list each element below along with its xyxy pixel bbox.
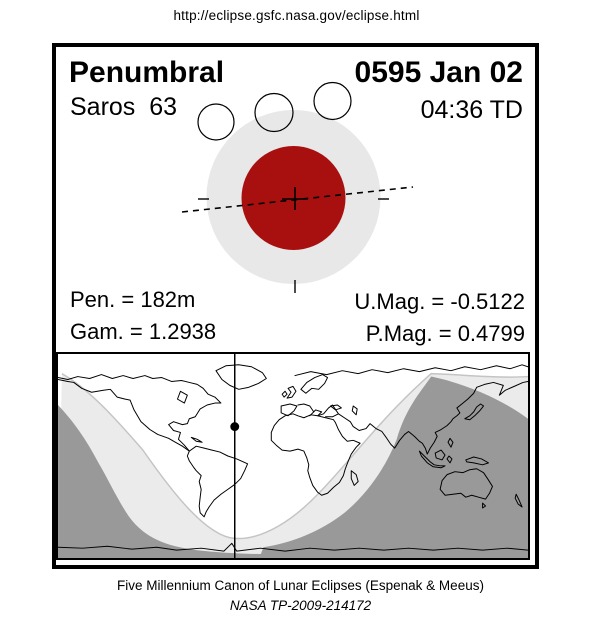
shadow-axis-crosshair: [282, 187, 308, 210]
figure-frame: Penumbral 0595 Jan 02 Saros 63 04:36 TD …: [52, 43, 539, 569]
penumbral-magnitude-stat: P.Mag. = 0.4799: [365, 321, 525, 346]
south-america: [186, 445, 249, 518]
new-zealand: [514, 493, 523, 508]
saros-label: Saros 63: [70, 93, 178, 121]
nasa-report-number: NASA TP-2009-214172: [229, 598, 372, 613]
moon-position-circle: [254, 92, 294, 133]
asia-arctic-coast: [294, 364, 528, 377]
british-isles: [286, 385, 297, 399]
moon-position-circle: [197, 103, 235, 141]
asia-south-coast: [337, 380, 528, 455]
eclipse-time: 04:36 TD: [420, 96, 523, 124]
philippines: [447, 437, 454, 448]
sulawesi: [446, 455, 453, 464]
eclipse-date: 0595 Jan 02: [354, 56, 523, 89]
new-guinea: [465, 456, 489, 466]
sumatra-java: [418, 450, 446, 469]
penumbra-edge-ticks: [198, 198, 389, 293]
madagascar: [350, 470, 359, 486]
source-url-text: http://eclipse.gsfc.nasa.gov/eclipse.htm…: [173, 8, 420, 23]
cuba: [190, 436, 203, 443]
eclipse-type-title: Penumbral: [69, 56, 225, 89]
africa: [270, 413, 361, 496]
antarctica-coast: [58, 542, 528, 552]
visibility-curve: [61, 372, 528, 540]
scandinavia: [300, 374, 329, 394]
ecliptic-dashed-line: [181, 186, 414, 213]
canon-title-caption: Five Millennium Canon of Lunar Eclipses …: [117, 578, 484, 593]
sublunar-point-dot: [230, 422, 240, 431]
tasmania: [482, 502, 487, 509]
australia: [439, 468, 493, 500]
gamma-stat: Gam. = 1.2938: [70, 319, 217, 344]
greenland: [215, 364, 267, 390]
europe-mediterranean-coast: [297, 403, 339, 418]
hudson-bay: [176, 390, 188, 404]
ireland: [281, 390, 288, 398]
shadow-diagram: [181, 81, 414, 293]
moon-position-circle: [313, 81, 352, 121]
north-america-east-arctic: [58, 374, 222, 452]
umbral-magnitude-stat: U.Mag. = -0.5122: [354, 289, 525, 314]
north-america-coast: [58, 379, 190, 452]
umbra-circle: [241, 146, 346, 250]
japan: [464, 403, 485, 421]
iberia: [280, 403, 298, 417]
caspian-sea: [351, 405, 358, 416]
visibility-map: [56, 352, 530, 560]
moon-position-circles: [197, 81, 352, 141]
black-sea: [330, 404, 342, 411]
no-eclipse-region-east: [259, 376, 528, 558]
coastlines: [58, 364, 528, 552]
penumbral-duration-stat: Pen. = 182m: [70, 287, 196, 312]
borneo: [434, 449, 446, 461]
no-eclipse-region-west: [58, 405, 271, 558]
